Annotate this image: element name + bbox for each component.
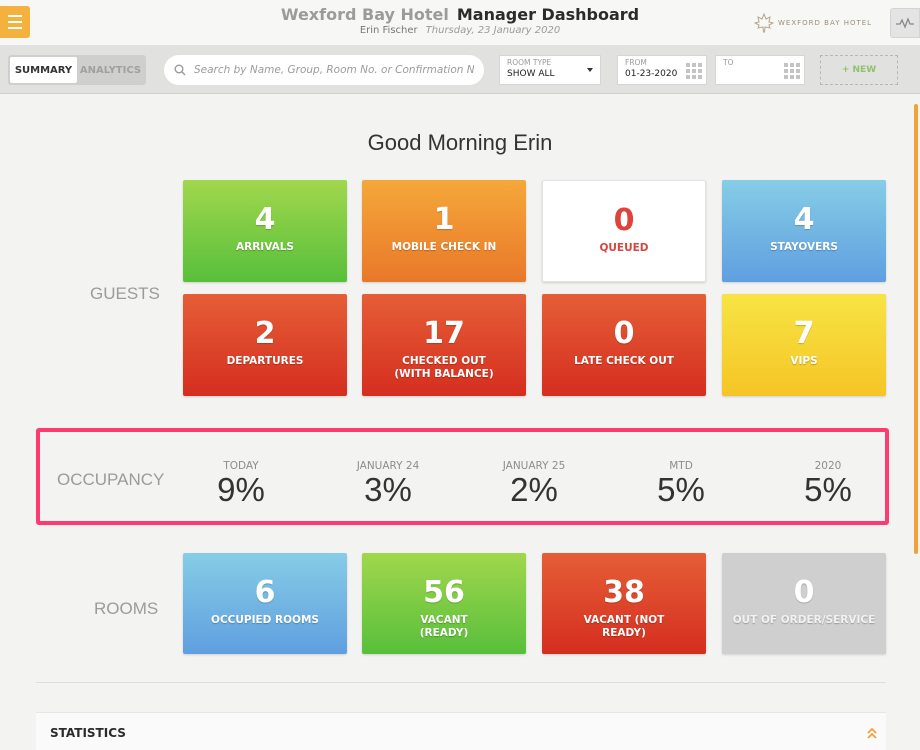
menu-button[interactable] (0, 6, 30, 38)
calendar-icon (686, 63, 702, 79)
maple-leaf-icon (754, 13, 774, 33)
occupancy-panel: OCCUPANCY TODAY 9% JANUARY 24 3% JANUARY… (36, 428, 889, 525)
hotel-logo: WEXFORD BAY HOTEL (754, 13, 872, 33)
pulse-icon (896, 17, 914, 29)
caret-down-icon (587, 68, 593, 72)
occupancy-mtd: MTD 5% (657, 460, 705, 508)
view-tabs: SUMMARY ANALYTICS (8, 55, 146, 85)
tile-late-check-out[interactable]: 0 LATE CHECK OUT (542, 294, 706, 396)
divider (36, 682, 886, 683)
tile-mobile-check-in[interactable]: 1 MOBILE CHECK IN (362, 180, 526, 282)
header-title: Wexford Bay Hotel Manager Dashboard Erin … (0, 5, 920, 36)
search-input[interactable] (194, 64, 474, 76)
tile-vacant-ready[interactable]: 56 VACANT (READY) (362, 553, 526, 654)
guests-label: GUESTS (90, 284, 160, 303)
room-type-label: ROOM TYPE (507, 58, 552, 67)
tile-departures[interactable]: 2 DEPARTURES (183, 294, 347, 396)
greeting: Good Morning Erin (367, 130, 553, 155)
tab-analytics[interactable]: ANALYTICS (79, 64, 142, 76)
activity-button[interactable] (890, 8, 920, 38)
rooms-label: ROOMS (94, 599, 159, 618)
toolbar: SUMMARY ANALYTICS ROOM TYPE SHOW ALL FRO… (0, 46, 920, 94)
logo-text: WEXFORD BAY HOTEL (778, 19, 873, 27)
from-label: FROM (625, 58, 647, 67)
hamburger-icon (8, 15, 22, 17)
tile-out-of-order[interactable]: 0 OUT OF ORDER/SERVICE (722, 553, 886, 654)
from-date-field[interactable]: FROM 01-23-2020 (617, 55, 707, 85)
occupancy-jan-24: JANUARY 24 3% (356, 460, 420, 508)
tile-vacant-not-ready[interactable]: 38 VACANT (NOT READY) (542, 553, 706, 654)
tile-occupied-rooms[interactable]: 6 OCCUPIED ROOMS (183, 553, 347, 654)
search-box (164, 55, 484, 85)
from-value: 01-23-2020 (625, 69, 678, 79)
room-type-select[interactable]: ROOM TYPE SHOW ALL (499, 55, 601, 85)
occupancy-year: 2020 5% (804, 460, 852, 508)
dashboard-title: Manager Dashboard (456, 5, 640, 24)
tile-checked-out-with-balance[interactable]: 17 CHECKED OUT (WITH BALANCE) (362, 294, 526, 396)
tile-vips[interactable]: 7 VIPS (722, 294, 886, 396)
user-name: Erin Fischer (359, 25, 418, 36)
calendar-icon (784, 63, 800, 79)
statistics-section-header[interactable]: STATISTICS (36, 712, 886, 750)
tile-queued[interactable]: 0 QUEUED (542, 180, 706, 282)
double-chevron-up-icon[interactable] (866, 727, 878, 739)
occupancy-label: OCCUPANCY (57, 470, 165, 489)
to-label: TO (723, 58, 734, 67)
tile-arrivals[interactable]: 4 ARRIVALS (183, 180, 347, 282)
hotel-name: Wexford Bay Hotel (280, 5, 449, 24)
occupancy-today: TODAY 9% (217, 460, 265, 508)
new-button[interactable]: + NEW (820, 55, 898, 85)
app-header: Wexford Bay Hotel Manager Dashboard Erin … (0, 0, 920, 46)
tile-stayovers[interactable]: 4 STAYOVERS (722, 180, 886, 282)
tab-summary[interactable]: SUMMARY (10, 57, 77, 83)
to-date-field[interactable]: TO (715, 55, 805, 85)
occupancy-jan-25: JANUARY 25 2% (502, 460, 566, 508)
scrollbar[interactable] (914, 104, 918, 554)
room-type-value: SHOW ALL (507, 69, 555, 79)
statistics-label: STATISTICS (50, 726, 126, 740)
search-icon (174, 64, 186, 76)
current-date: Thursday, 23 January 2020 (425, 25, 561, 36)
